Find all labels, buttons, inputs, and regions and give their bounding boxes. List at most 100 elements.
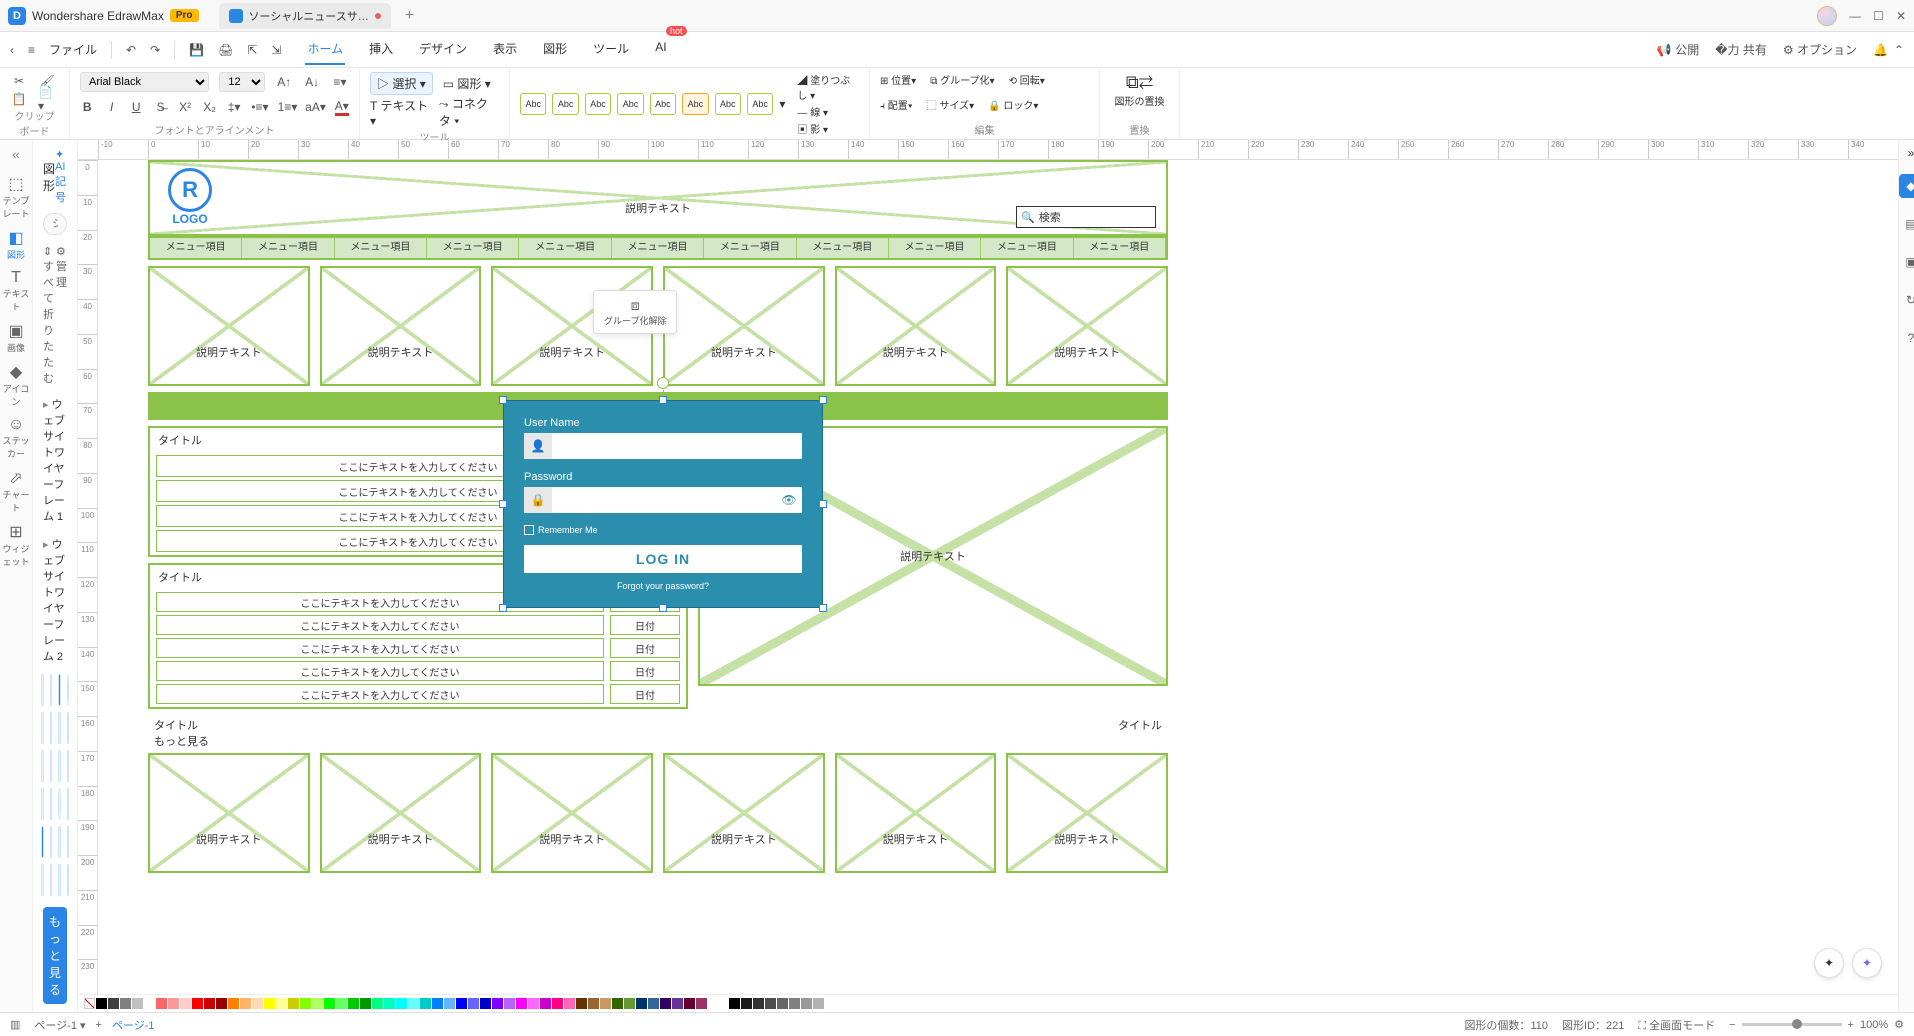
color-swatch[interactable]	[432, 998, 443, 1009]
rail-item-2[interactable]: Tテキスト	[0, 265, 32, 317]
redo-button[interactable]: ↷	[150, 43, 160, 57]
color-swatch[interactable]	[672, 998, 683, 1009]
rail-item-7[interactable]: ⊞ウィジェット	[0, 518, 32, 572]
remember-me-checkbox[interactable]: Remember Me	[524, 525, 802, 535]
underline-icon[interactable]: U	[129, 98, 143, 116]
shape-search-input[interactable]	[43, 213, 67, 235]
color-swatch[interactable]	[288, 998, 299, 1009]
resize-handle[interactable]	[499, 500, 507, 508]
settings-icon[interactable]: ⚙	[1894, 1018, 1904, 1031]
ungroup-tooltip[interactable]: ⧈ グループ化解除	[593, 290, 677, 334]
shape-thumbnail[interactable]	[58, 750, 61, 782]
connector-tool[interactable]: ⤳ コネクタ ▾	[439, 95, 499, 129]
color-swatch[interactable]	[240, 998, 251, 1009]
shape-thumbnail[interactable]	[41, 826, 44, 858]
group-dropdown[interactable]: ⧉ グループ化▾	[930, 72, 994, 87]
wf-menu-item[interactable]: メニュー項目	[242, 238, 334, 258]
page-panel-icon[interactable]: ▤	[1899, 212, 1914, 236]
text-tool[interactable]: T テキスト ▾	[370, 97, 429, 128]
color-swatch[interactable]	[216, 998, 227, 1009]
color-swatch[interactable]	[789, 998, 800, 1009]
resize-handle[interactable]	[659, 604, 667, 612]
shape-thumbnail[interactable]	[50, 826, 53, 858]
wf-menu-item[interactable]: メニュー項目	[335, 238, 427, 258]
wf-menu-row[interactable]: メニュー項目メニュー項目メニュー項目メニュー項目メニュー項目メニュー項目メニュー…	[148, 236, 1168, 260]
share-button[interactable]: ⇲	[271, 43, 281, 57]
shape-thumbnail[interactable]	[41, 712, 44, 744]
wf-menu-item[interactable]: メニュー項目	[1074, 238, 1166, 258]
resize-handle[interactable]	[499, 396, 507, 404]
color-swatch[interactable]	[753, 998, 764, 1009]
shape-thumbnail[interactable]	[50, 864, 53, 896]
ai-symbol-link[interactable]: ✦ AI記号	[55, 148, 67, 205]
color-swatch[interactable]	[300, 998, 311, 1009]
wf-logo[interactable]: R LOGO	[160, 168, 220, 226]
color-swatch[interactable]	[204, 998, 215, 1009]
file-menu[interactable]: ファイル	[49, 41, 97, 58]
color-swatch[interactable]	[180, 998, 191, 1009]
cut-icon[interactable]: ✂	[10, 72, 28, 90]
shape-thumbnail[interactable]	[50, 750, 53, 782]
color-swatch[interactable]	[492, 998, 503, 1009]
color-swatch[interactable]	[456, 998, 467, 1009]
canvas[interactable]: R LOGO 説明テキスト 🔍 検索 メニュー項目メニュー項目メニュー項目メニュ…	[98, 160, 1898, 994]
shape-thumbnail[interactable]	[58, 864, 61, 896]
shape-thumbnail[interactable]	[67, 788, 70, 820]
login-modal[interactable]: User Name 👤 Password 🔒 👁 Remember Me	[503, 400, 823, 608]
zoom-in-button[interactable]: +	[1848, 1019, 1854, 1031]
fab-sparkle[interactable]: ✦	[1814, 948, 1844, 978]
fab-ai[interactable]: ✦	[1852, 948, 1882, 978]
shape-thumbnail[interactable]	[67, 712, 70, 744]
case-icon[interactable]: aA▾	[307, 98, 325, 116]
resize-handle[interactable]	[819, 500, 827, 508]
color-swatch[interactable]	[636, 998, 647, 1009]
color-swatch[interactable]	[729, 998, 740, 1009]
style-preset[interactable]: Abc	[585, 93, 611, 115]
zoom-out-button[interactable]: −	[1729, 1019, 1735, 1031]
color-swatch[interactable]	[96, 998, 107, 1009]
resize-handle[interactable]	[499, 604, 507, 612]
color-swatch[interactable]	[504, 998, 515, 1009]
select-tool[interactable]: ▷ 選択 ▾	[370, 72, 433, 95]
menu-shape[interactable]: 図形	[541, 34, 569, 65]
minimize-button[interactable]: —	[1849, 9, 1861, 23]
no-color-swatch[interactable]	[84, 998, 95, 1009]
maximize-button[interactable]: ☐	[1873, 9, 1884, 23]
forgot-password-link[interactable]: Forgot your password?	[524, 581, 802, 591]
collapse-left-rail[interactable]: «	[12, 146, 20, 162]
style-preset[interactable]: Abc	[650, 93, 676, 115]
shape-thumbnail[interactable]	[58, 826, 61, 858]
color-swatch[interactable]	[444, 998, 455, 1009]
resize-handle[interactable]	[819, 396, 827, 404]
menu-design[interactable]: デザイン	[417, 34, 469, 65]
size-dropdown[interactable]: ⬚ サイズ▾	[927, 97, 975, 112]
bullet-icon[interactable]: •≡▾	[251, 98, 268, 116]
wf-menu-item[interactable]: メニュー項目	[981, 238, 1073, 258]
more-shapes-button[interactable]: もっと見る	[43, 907, 67, 1004]
color-swatch[interactable]	[528, 998, 539, 1009]
show-password-icon[interactable]: 👁	[776, 487, 802, 513]
shape-thumbnail[interactable]	[58, 788, 61, 820]
rail-item-5[interactable]: ☺ステッカー	[0, 412, 32, 464]
color-swatch[interactable]	[420, 998, 431, 1009]
shape-thumbnail[interactable]	[67, 750, 70, 782]
publish-button[interactable]: 📢 公開	[1657, 41, 1699, 58]
style-preset[interactable]: Abc	[747, 93, 773, 115]
color-swatch[interactable]	[324, 998, 335, 1009]
style-preset[interactable]: Abc	[520, 93, 546, 115]
lock-dropdown[interactable]: 🔒 ロック▾	[988, 97, 1038, 112]
color-swatch[interactable]	[132, 998, 143, 1009]
zoom-slider[interactable]	[1742, 1023, 1842, 1026]
color-swatch[interactable]	[777, 998, 788, 1009]
style-preset[interactable]: Abc	[552, 93, 578, 115]
wf-card[interactable]: 説明テキスト	[148, 753, 310, 873]
shape-thumbnail[interactable]	[67, 864, 70, 896]
help-panel-icon[interactable]: ?	[1899, 326, 1914, 350]
rail-item-6[interactable]: ⬀チャート	[0, 464, 32, 518]
color-swatch[interactable]	[765, 998, 776, 1009]
password-input[interactable]	[552, 487, 776, 513]
undo-button[interactable]: ↶	[126, 43, 136, 57]
line-dropdown[interactable]: — 線 ▾	[797, 104, 859, 119]
color-swatch[interactable]	[156, 998, 167, 1009]
increase-font-icon[interactable]: A↑	[275, 73, 293, 91]
